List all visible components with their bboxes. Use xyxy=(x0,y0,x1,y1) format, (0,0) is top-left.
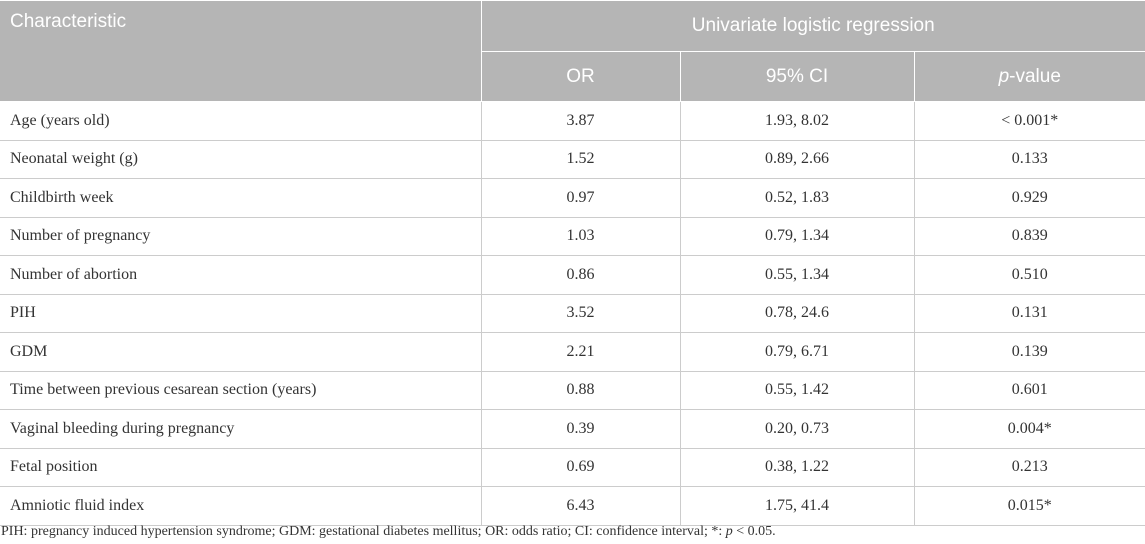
table-footnote: PIH: pregnancy induced hypertension synd… xyxy=(1,524,776,540)
row-or: 1.52 xyxy=(480,139,681,179)
table-row: PIH 3.52 0.78, 24.6 0.131 xyxy=(0,293,1145,333)
row-pvalue: < 0.001* xyxy=(913,101,1145,141)
table-row: Number of pregnancy 1.03 0.79, 1.34 0.83… xyxy=(0,216,1145,256)
row-ci: 0.55, 1.34 xyxy=(679,255,915,295)
row-label: GDM xyxy=(0,332,482,372)
row-pvalue: 0.131 xyxy=(913,293,1145,333)
row-label: Childbirth week xyxy=(0,178,482,218)
row-or: 3.87 xyxy=(480,101,681,141)
row-label: Fetal position xyxy=(0,447,482,487)
row-ci: 0.89, 2.66 xyxy=(679,139,915,179)
row-ci: 0.20, 0.73 xyxy=(679,409,915,449)
row-pvalue: 0.601 xyxy=(913,370,1145,410)
table-row: Time between previous cesarean section (… xyxy=(0,370,1145,410)
row-pvalue: 0.929 xyxy=(913,178,1145,218)
row-or: 3.52 xyxy=(480,293,681,333)
row-ci: 0.52, 1.83 xyxy=(679,178,915,218)
table-body: Age (years old) 3.87 1.93, 8.02 < 0.001*… xyxy=(0,101,1145,526)
row-ci: 0.79, 6.71 xyxy=(679,332,915,372)
row-label: Number of pregnancy xyxy=(0,216,482,256)
footnote-tail: < 0.05. xyxy=(732,524,776,539)
row-ci: 1.75, 41.4 xyxy=(679,486,915,526)
row-pvalue: 0.839 xyxy=(913,216,1145,256)
row-pvalue: 0.213 xyxy=(913,447,1145,487)
row-label: PIH xyxy=(0,293,482,333)
header-pvalue-rest: -value xyxy=(1009,65,1061,87)
footnote-p-italic: p xyxy=(725,524,733,539)
row-ci: 0.79, 1.34 xyxy=(679,216,915,256)
row-or: 0.39 xyxy=(480,409,681,449)
row-or: 0.69 xyxy=(480,447,681,487)
row-pvalue: 0.133 xyxy=(913,139,1145,179)
header-pvalue: p-value xyxy=(913,51,1145,102)
row-pvalue: 0.015* xyxy=(913,486,1145,526)
row-label: Vaginal bleeding during pregnancy xyxy=(0,409,482,449)
table-row: Age (years old) 3.87 1.93, 8.02 < 0.001* xyxy=(0,101,1145,141)
row-or: 0.97 xyxy=(480,178,681,218)
row-label: Neonatal weight (g) xyxy=(0,139,482,179)
row-label: Number of abortion xyxy=(0,255,482,295)
footnote-text: PIH: pregnancy induced hypertension synd… xyxy=(1,524,726,539)
row-ci: 1.93, 8.02 xyxy=(679,101,915,141)
row-ci: 0.38, 1.22 xyxy=(679,447,915,487)
row-label: Age (years old) xyxy=(0,101,482,141)
table-row: Fetal position 0.69 0.38, 1.22 0.213 xyxy=(0,447,1145,487)
header-ci: 95% CI xyxy=(679,51,915,102)
regression-table: Characteristic Univariate logistic regre… xyxy=(0,0,1145,526)
table-row: Number of abortion 0.86 0.55, 1.34 0.510 xyxy=(0,255,1145,295)
header-characteristic: Characteristic xyxy=(0,0,482,102)
row-pvalue: 0.004* xyxy=(913,409,1145,449)
table-row: Amniotic fluid index 6.43 1.75, 41.4 0.0… xyxy=(0,486,1145,526)
row-or: 1.03 xyxy=(480,216,681,256)
table-row: Neonatal weight (g) 1.52 0.89, 2.66 0.13… xyxy=(0,139,1145,179)
table-row: Vaginal bleeding during pregnancy 0.39 0… xyxy=(0,409,1145,449)
header-or: OR xyxy=(480,51,681,102)
header-group-univariate: Univariate logistic regression xyxy=(480,0,1145,52)
header-pvalue-p: p xyxy=(998,65,1010,87)
row-label: Amniotic fluid index xyxy=(0,486,482,526)
row-ci: 0.78, 24.6 xyxy=(679,293,915,333)
row-pvalue: 0.139 xyxy=(913,332,1145,372)
row-or: 0.86 xyxy=(480,255,681,295)
row-or: 6.43 xyxy=(480,486,681,526)
row-pvalue: 0.510 xyxy=(913,255,1145,295)
row-label: Time between previous cesarean section (… xyxy=(0,370,482,410)
table-header: Characteristic Univariate logistic regre… xyxy=(0,0,1145,102)
table-row: Childbirth week 0.97 0.52, 1.83 0.929 xyxy=(0,178,1145,218)
row-or: 2.21 xyxy=(480,332,681,372)
table-row: GDM 2.21 0.79, 6.71 0.139 xyxy=(0,332,1145,372)
row-ci: 0.55, 1.42 xyxy=(679,370,915,410)
row-or: 0.88 xyxy=(480,370,681,410)
